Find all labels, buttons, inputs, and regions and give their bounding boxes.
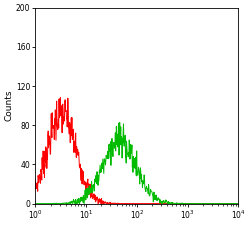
Y-axis label: Counts: Counts xyxy=(4,90,13,121)
